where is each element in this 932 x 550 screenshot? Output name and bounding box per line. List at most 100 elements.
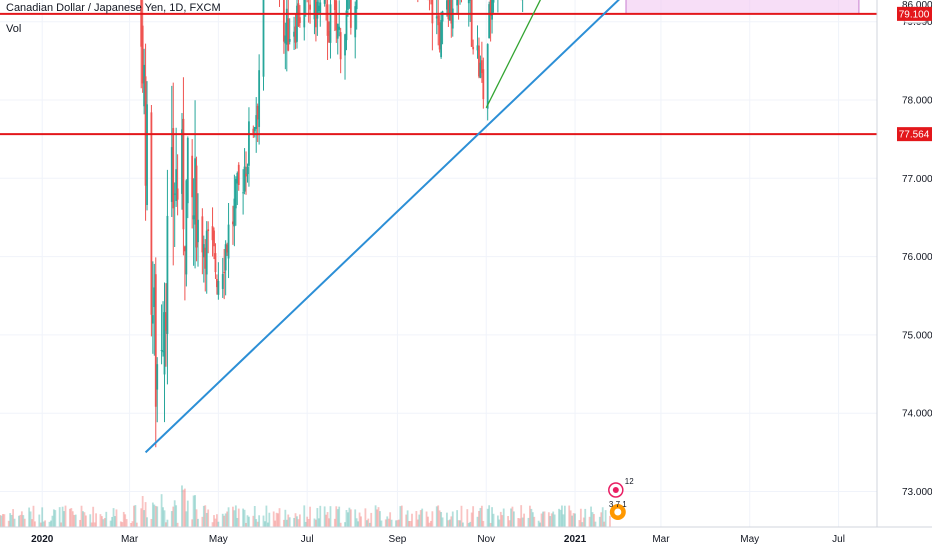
level-label: 79.100 bbox=[899, 9, 930, 20]
volume-bar bbox=[245, 522, 247, 527]
volume-bar bbox=[144, 502, 147, 527]
candle-body bbox=[313, 0, 316, 20]
candle-body bbox=[296, 5, 298, 42]
volume-bar bbox=[119, 521, 122, 527]
candle-body bbox=[211, 226, 214, 241]
volume-bar bbox=[339, 522, 342, 527]
volume-bar bbox=[287, 514, 290, 527]
candle-body bbox=[298, 17, 301, 23]
volume-bar bbox=[508, 520, 511, 527]
volume-bar bbox=[379, 511, 381, 527]
candle-body bbox=[489, 0, 492, 16]
volume-bar bbox=[348, 507, 351, 527]
volume-bar bbox=[561, 505, 563, 527]
volume-bar bbox=[507, 516, 509, 527]
volume-bar bbox=[542, 511, 544, 527]
candle-body bbox=[344, 34, 346, 56]
symbol-title: Canadian Dollar / Japanese Yen, 1D, FXCM bbox=[6, 2, 221, 14]
volume-bar bbox=[435, 506, 438, 527]
volume-bar bbox=[447, 520, 450, 527]
level-label-box bbox=[897, 6, 932, 21]
volume-bar bbox=[512, 511, 515, 527]
volume-bar bbox=[419, 510, 422, 527]
candle-body bbox=[470, 0, 473, 47]
candle-body bbox=[182, 118, 185, 230]
volume-bar bbox=[549, 516, 552, 527]
volume-bar bbox=[52, 509, 55, 527]
volume-bar bbox=[537, 520, 540, 527]
candle-body bbox=[338, 26, 341, 30]
volume-bar bbox=[216, 514, 218, 527]
volume-bar bbox=[135, 522, 138, 527]
volume-bar bbox=[333, 518, 336, 527]
volume-bar bbox=[389, 512, 392, 527]
candle-body bbox=[144, 76, 147, 186]
volume-bar bbox=[255, 519, 258, 527]
volume-bar bbox=[224, 513, 227, 527]
volume-bar bbox=[358, 512, 361, 527]
volume-bar bbox=[166, 519, 169, 527]
candle-body bbox=[221, 274, 224, 289]
volume-bar bbox=[175, 505, 178, 527]
volume-bar bbox=[48, 521, 51, 527]
volume-bar bbox=[38, 514, 41, 527]
volume-bar bbox=[360, 516, 362, 527]
volume-bar bbox=[84, 515, 87, 527]
volume-bar bbox=[34, 521, 36, 527]
volume-bar bbox=[82, 511, 84, 527]
volume-bar bbox=[80, 505, 83, 527]
volume-bar bbox=[338, 506, 341, 527]
volume-bar bbox=[609, 515, 611, 527]
volume-bar bbox=[2, 514, 4, 527]
volume-bar bbox=[112, 508, 115, 527]
volume-bar bbox=[365, 520, 368, 527]
candle-body bbox=[205, 230, 208, 275]
candle-body bbox=[345, 10, 348, 41]
volume-bar bbox=[268, 512, 271, 527]
volume-bar bbox=[103, 518, 106, 527]
event-badge-dot bbox=[612, 487, 619, 493]
volume-bar bbox=[262, 515, 265, 527]
x-tick-label: Mar bbox=[652, 534, 670, 545]
candle-body bbox=[223, 272, 226, 274]
price-axis-bg bbox=[877, 0, 932, 550]
volume-bar bbox=[530, 508, 533, 527]
volume-bar bbox=[133, 505, 135, 527]
candle-body bbox=[207, 229, 210, 232]
volume-bar bbox=[183, 488, 186, 527]
volume-bar bbox=[223, 515, 226, 527]
volume-bar bbox=[492, 513, 495, 527]
candle-body bbox=[146, 104, 148, 206]
candle-body bbox=[262, 0, 265, 77]
x-tick-label: 2020 bbox=[31, 534, 54, 545]
volume-bar bbox=[345, 510, 348, 527]
volume-bar bbox=[195, 509, 198, 527]
volume-bar bbox=[205, 512, 208, 527]
volume-bar bbox=[572, 513, 575, 527]
volume-bar bbox=[272, 511, 275, 527]
volume-bars bbox=[0, 485, 611, 527]
volume-bar bbox=[124, 514, 127, 527]
volume-bar bbox=[384, 519, 387, 527]
projection-arrow bbox=[485, 0, 542, 109]
volume-bar bbox=[540, 513, 543, 527]
volume-bar bbox=[71, 511, 74, 527]
volume-bar bbox=[275, 512, 278, 527]
volume-bar bbox=[367, 518, 370, 527]
volume-bar bbox=[364, 508, 367, 527]
x-tick-label: Jul bbox=[832, 534, 845, 545]
volume-bar bbox=[552, 511, 555, 527]
volume-bar bbox=[182, 489, 185, 527]
volume-bar bbox=[386, 516, 389, 527]
trend-line bbox=[144, 0, 620, 454]
volume-bar bbox=[39, 522, 42, 527]
volume-bar bbox=[415, 511, 418, 527]
volume-bar bbox=[603, 521, 606, 527]
candle-body bbox=[140, 0, 143, 47]
x-tick-label: Mar bbox=[121, 534, 139, 545]
volume-bar bbox=[44, 520, 47, 527]
candle-body bbox=[183, 246, 186, 252]
volume-bar bbox=[0, 515, 3, 527]
